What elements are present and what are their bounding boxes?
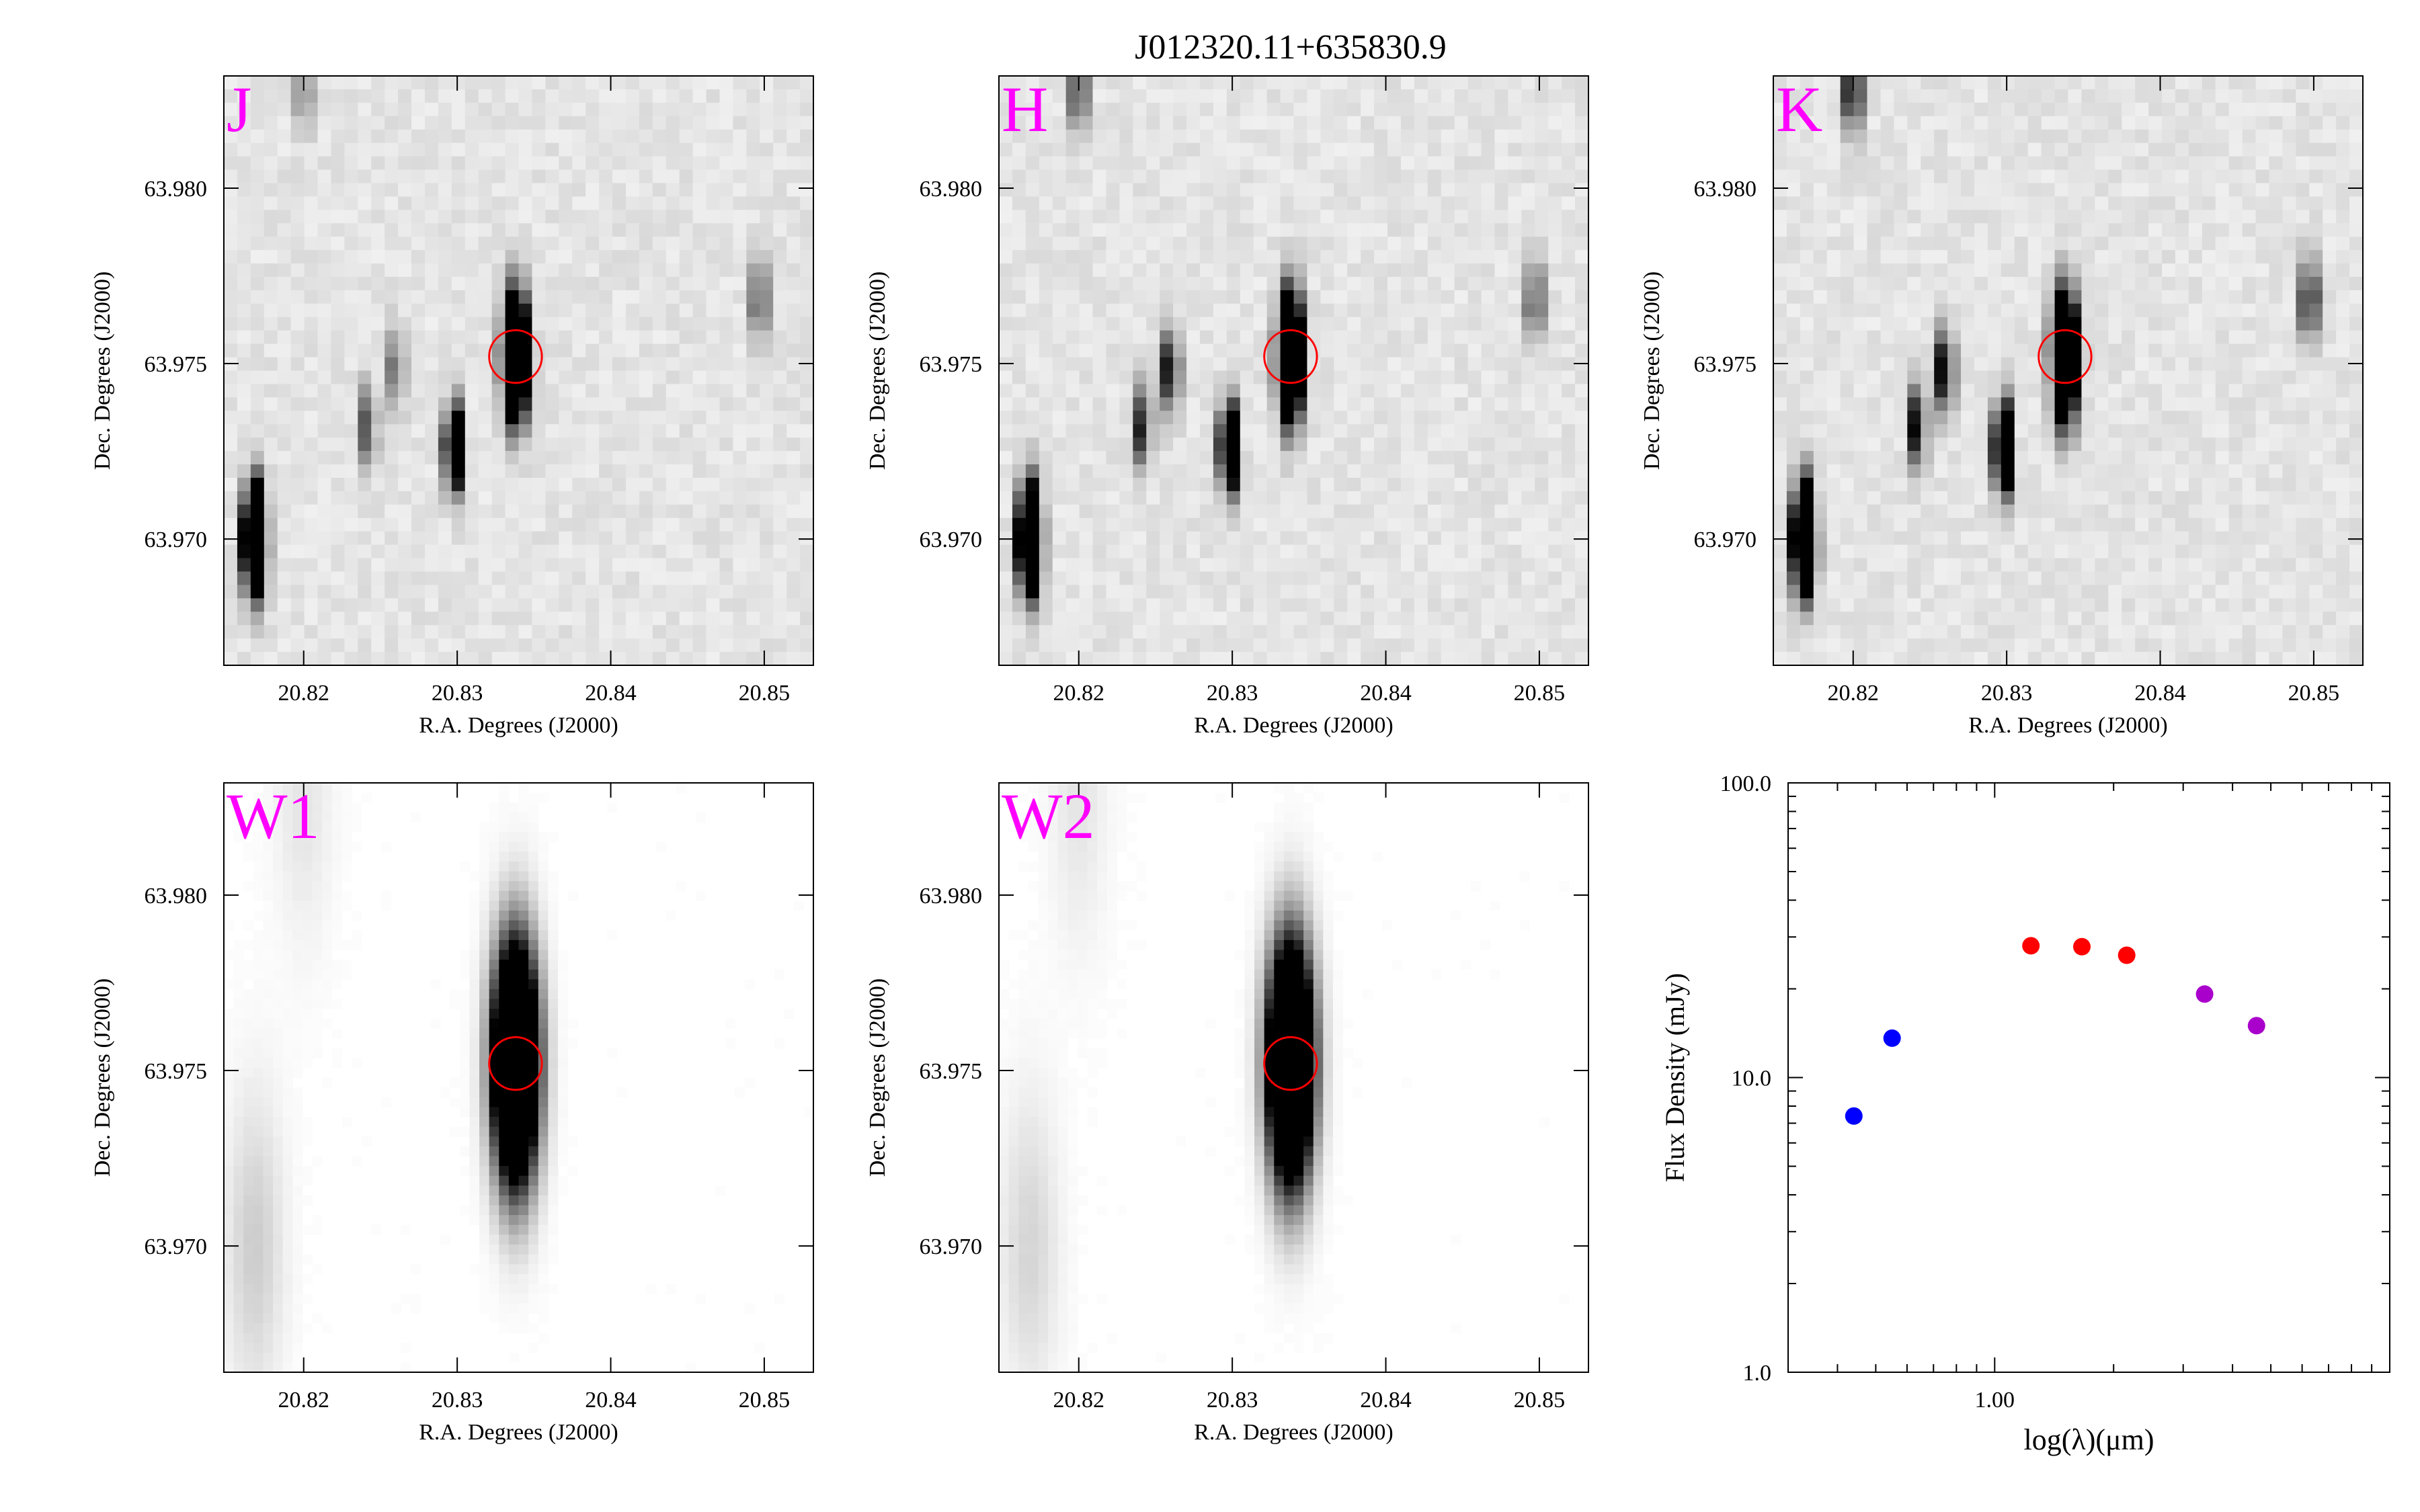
y-tick-label: 10.0	[1732, 1066, 1772, 1091]
y-tick-label: 63.975	[920, 1059, 983, 1084]
x-tick-label: 20.83	[432, 1388, 483, 1413]
cutout-panel-h: 20.82 20.83 20.84 20.85 63.970 63.975 63.980 R.…	[865, 73, 1589, 738]
cutout-panel-j: 20.82 20.83 20.84 20.85 63.970 63.975 63.980 R.…	[90, 73, 814, 738]
data-point	[2073, 937, 2091, 956]
y-tick-label: 63.970	[145, 528, 208, 552]
x-tick-label: 1.00	[1975, 1388, 2015, 1413]
figure-title: J012320.11+635830.9	[1135, 28, 1447, 67]
x-axis-label: R.A. Degrees (J2000)	[419, 713, 618, 738]
data-point	[1845, 1107, 1863, 1125]
panel-frame	[998, 782, 1589, 1373]
y-tick-label: 63.970	[1694, 528, 1757, 552]
x-tick-label: 20.83	[1207, 681, 1258, 706]
x-tick-label: 20.82	[1053, 681, 1105, 706]
x-tick-label: 20.82	[278, 1388, 330, 1413]
aperture-circle	[1263, 329, 1318, 384]
x-tick-label: 20.82	[1828, 681, 1880, 706]
x-tick-label: 20.84	[1360, 1388, 1412, 1413]
y-tick-label: 63.980	[145, 177, 208, 202]
x-tick-label: 20.82	[278, 681, 330, 706]
aperture-circle	[2038, 329, 2093, 384]
x-tick-label: 20.84	[585, 1388, 637, 1413]
y-tick-label: 63.970	[145, 1234, 208, 1259]
cutout-image	[999, 783, 1588, 1372]
band-label-h: H	[1002, 73, 1048, 145]
y-axis-label: Dec. Degrees (J2000)	[90, 978, 115, 1177]
y-axis-label: Flux Density (mJy)	[1660, 973, 1690, 1182]
x-tick-label: 20.85	[1514, 681, 1566, 706]
y-axis-label: Dec. Degrees (J2000)	[1640, 271, 1664, 470]
x-axis-label: R.A. Degrees (J2000)	[419, 1420, 618, 1445]
data-point	[2247, 1017, 2265, 1035]
x-tick-label: 20.85	[1514, 1388, 1566, 1413]
band-label-j: J	[227, 73, 251, 145]
data-point	[1883, 1029, 1901, 1047]
y-tick-label: 63.975	[145, 352, 208, 377]
y-tick-label: 100.0	[1720, 771, 1772, 796]
panel-frame	[998, 75, 1589, 666]
x-tick-label: 20.83	[1207, 1388, 1258, 1413]
x-tick-label: 20.85	[739, 681, 791, 706]
band-label-w2: W2	[1002, 780, 1095, 852]
x-tick-label: 20.83	[432, 681, 483, 706]
y-tick-label: 63.980	[145, 884, 208, 909]
x-axis-label: R.A. Degrees (J2000)	[1194, 713, 1394, 738]
y-axis-label: Dec. Degrees (J2000)	[865, 271, 890, 470]
y-tick-label: 63.980	[920, 884, 983, 909]
y-tick-label: 63.975	[145, 1059, 208, 1084]
x-tick-label: 20.85	[2288, 681, 2340, 706]
y-axis-label: Dec. Degrees (J2000)	[865, 978, 890, 1177]
y-tick-label: 63.975	[1694, 352, 1757, 377]
aperture-circle	[488, 1036, 543, 1091]
panel-frame	[223, 782, 814, 1373]
y-tick-label: 63.980	[920, 177, 983, 202]
y-tick-label: 63.980	[1694, 177, 1757, 202]
sed-panel: 1.0 10.0 100.0 1.00 log(λ)(μm) Flux Density (…	[1660, 771, 2390, 1456]
y-tick-label: 63.970	[920, 1234, 983, 1259]
y-tick-label: 63.975	[920, 352, 983, 377]
band-label-w1: W1	[227, 780, 320, 852]
x-axis-label: R.A. Degrees (J2000)	[1968, 713, 2168, 738]
x-tick-label: 20.85	[739, 1388, 791, 1413]
x-tick-label: 20.83	[1981, 681, 2033, 706]
band-label-k: K	[1776, 73, 1822, 145]
data-point	[2195, 985, 2214, 1003]
cutout-panel-w2: 20.82 20.83 20.84 20.85 63.970 63.975 63.980 R.…	[865, 780, 1589, 1445]
cutout-image	[999, 76, 1588, 665]
x-tick-label: 20.84	[585, 681, 637, 706]
x-axis-label: R.A. Degrees (J2000)	[1194, 1420, 1394, 1445]
aperture-circle	[1263, 1036, 1318, 1091]
x-tick-label: 20.82	[1053, 1388, 1105, 1413]
cutout-image	[224, 783, 813, 1372]
cutout-panel-w1: 20.82 20.83 20.84 20.85 63.970 63.975 63.980 R.…	[90, 780, 814, 1445]
y-tick-label: 63.970	[920, 528, 983, 552]
x-axis-label: log(λ)(μm)	[2024, 1423, 2154, 1456]
cutout-image	[224, 76, 813, 665]
y-tick-label: 1.0	[1743, 1361, 1772, 1386]
sed-frame	[1787, 782, 2390, 1373]
cutout-image	[1773, 76, 2363, 665]
data-point	[2118, 946, 2136, 964]
panel-frame	[223, 75, 814, 666]
panel-frame	[1773, 75, 2364, 666]
x-tick-label: 20.84	[2134, 681, 2186, 706]
y-axis-label: Dec. Degrees (J2000)	[90, 271, 115, 470]
aperture-circle	[488, 329, 543, 384]
x-tick-label: 20.84	[1360, 681, 1412, 706]
data-point	[2022, 937, 2040, 955]
cutout-panel-k: 20.82 20.83 20.84 20.85 63.970 63.975 63.980 R.…	[1640, 73, 2364, 738]
